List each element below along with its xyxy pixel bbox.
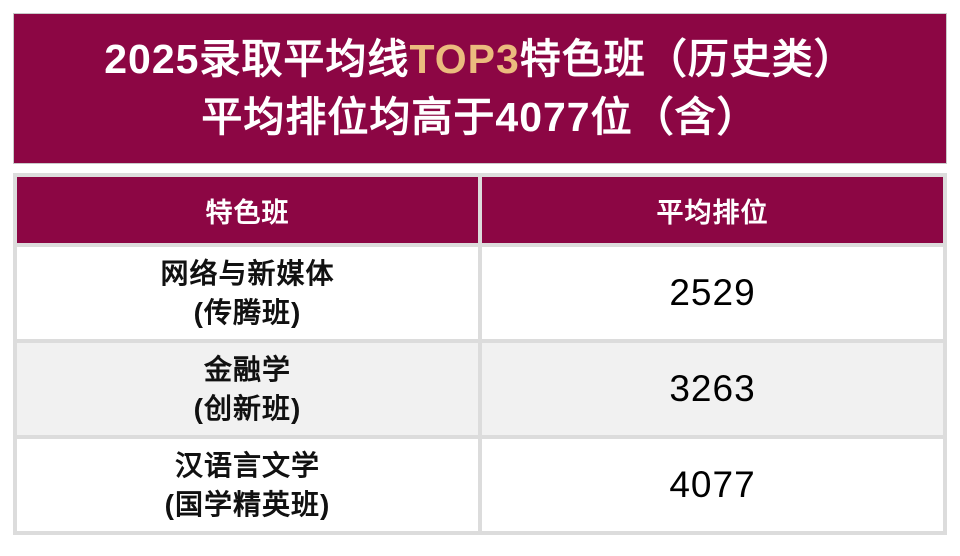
- rank-cell: 3263: [478, 339, 947, 439]
- class-name: 金融学: [203, 353, 291, 385]
- class-cell: 网络与新媒体 (传腾班): [13, 243, 482, 343]
- rank-cell: 4077: [478, 435, 947, 535]
- column-header-rank: 平均排位: [478, 173, 947, 247]
- class-name: 汉语言文学: [174, 449, 320, 481]
- table-row: 汉语言文学 (国学精英班) 4077: [13, 435, 947, 535]
- rank-cell: 2529: [478, 243, 947, 343]
- class-subtitle: (国学精英班): [164, 489, 331, 520]
- title-banner: 2025录取平均线TOP3特色班（历史类） 平均排位均高于4077位（含）: [13, 13, 947, 164]
- banner-title-suffix: 特色班（历史类）: [519, 36, 856, 83]
- class-cell: 汉语言文学 (国学精英班): [13, 435, 482, 535]
- rank-table-header: 特色班 平均排位: [13, 173, 947, 247]
- rank-value: 4077: [669, 464, 756, 505]
- banner-title-line1: 2025录取平均线TOP3特色班（历史类）: [104, 31, 856, 88]
- class-subtitle: (创新班): [193, 393, 302, 424]
- class-name: 网络与新媒体: [160, 257, 335, 289]
- page: 2025录取平均线TOP3特色班（历史类） 平均排位均高于4077位（含） 特色…: [13, 13, 947, 535]
- table-row: 网络与新媒体 (传腾班) 2529: [13, 243, 947, 343]
- rank-table-body: 网络与新媒体 (传腾班) 2529 金融学 (创新班) 3263 汉语言文学: [13, 243, 947, 535]
- table-row: 金融学 (创新班) 3263: [13, 339, 947, 439]
- header-row: 特色班 平均排位: [13, 173, 947, 247]
- banner-title-top3-highlight: TOP3: [409, 36, 520, 83]
- class-cell: 金融学 (创新班): [13, 339, 482, 439]
- banner-title-line2: 平均排位均高于4077位（含）: [201, 93, 759, 140]
- banner-title-prefix: 2025录取平均线: [104, 36, 410, 83]
- column-header-class: 特色班: [13, 173, 482, 247]
- rank-value: 2529: [669, 272, 756, 313]
- class-subtitle: (传腾班): [193, 297, 302, 328]
- rank-value: 3263: [669, 368, 756, 409]
- rank-table: 特色班 平均排位 网络与新媒体 (传腾班) 2529 金融学 (创新班): [13, 173, 947, 535]
